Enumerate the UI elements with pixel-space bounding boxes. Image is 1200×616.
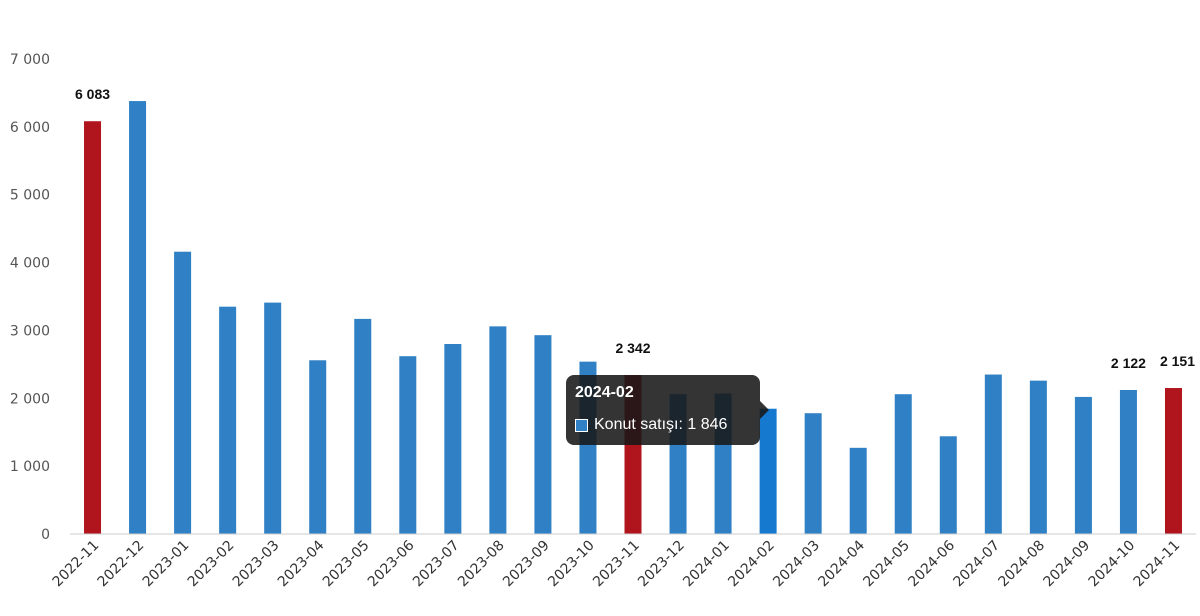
tooltip-row: Konut satışı: 1 846 — [575, 416, 727, 434]
tooltip: 2024-02 Konut satışı: 1 846 — [566, 375, 769, 445]
bar-2023-04[interactable] — [309, 360, 327, 534]
bar-2024-07[interactable] — [984, 374, 1002, 534]
tooltip-title: 2024-02 — [575, 384, 634, 401]
bar-2022-11[interactable] — [84, 121, 102, 534]
bar-2024-11[interactable] — [1164, 388, 1182, 534]
x-tick-label: 2024-09 — [1041, 538, 1094, 591]
x-tick-label: 2024-10 — [1086, 538, 1139, 591]
bar-2024-08[interactable] — [1029, 380, 1047, 534]
y-tick-label: 3 000 — [10, 323, 50, 339]
bar-2024-03[interactable] — [804, 413, 822, 534]
y-tick-label: 1 000 — [10, 459, 50, 475]
x-tick-label: 2023-03 — [230, 538, 283, 591]
y-tick-label: 7 000 — [10, 52, 50, 68]
x-tick-label: 2023-10 — [545, 538, 598, 591]
x-tick-label: 2022-11 — [50, 538, 103, 591]
y-axis: 0 1 000 2 000 3 000 4 000 5 000 6 000 7 000 — [10, 52, 50, 543]
x-tick-label: 2023-06 — [365, 537, 418, 590]
y-tick-label: 2 000 — [10, 391, 50, 407]
x-tick-label: 2023-05 — [320, 538, 373, 591]
x-tick-label: 2023-12 — [635, 538, 688, 591]
x-tick-label: 2023-02 — [185, 538, 238, 591]
bar-2024-06[interactable] — [939, 436, 957, 534]
x-tick-label: 2023-09 — [500, 538, 553, 591]
data-label-2024-10: 2 122 — [1111, 355, 1146, 371]
bar-2023-06[interactable] — [399, 356, 417, 534]
bar-2024-04[interactable] — [849, 447, 867, 534]
bar-2024-09[interactable] — [1074, 396, 1092, 534]
bar-2023-07[interactable] — [444, 344, 462, 534]
bar-2022-12[interactable] — [129, 101, 147, 535]
y-tick-label: 4 000 — [10, 256, 50, 272]
x-tick-label: 2024-04 — [815, 537, 868, 590]
bar-2023-05[interactable] — [354, 318, 372, 534]
bar-2024-10[interactable] — [1119, 390, 1137, 534]
bar-2023-09[interactable] — [534, 335, 552, 534]
x-tick-label: 2023-11 — [590, 538, 643, 591]
data-label-2022-11: 6 083 — [75, 86, 110, 102]
data-label-2024-11: 2 151 — [1160, 353, 1195, 369]
x-tick-label: 2022-12 — [95, 538, 148, 591]
tooltip-swatch — [575, 418, 588, 432]
bar-2024-05[interactable] — [894, 394, 912, 534]
data-labels: 6 083 2 342 2 122 2 151 — [75, 86, 1195, 371]
x-tick-label: 2024-06 — [905, 537, 958, 590]
x-tick-label: 2023-07 — [410, 538, 463, 591]
y-tick-label: 6 000 — [10, 120, 50, 136]
x-axis: 2022-112022-122023-012023-022023-032023-… — [50, 537, 1184, 590]
bar-2023-01[interactable] — [174, 251, 192, 534]
x-tick-label: 2024-11 — [1131, 538, 1184, 591]
x-tick-label: 2023-08 — [455, 538, 508, 591]
data-label-2023-11: 2 342 — [615, 340, 650, 356]
y-tick-label: 0 — [41, 527, 50, 543]
bar-2023-02[interactable] — [219, 306, 237, 534]
x-tick-label: 2024-01 — [680, 538, 733, 591]
x-tick-label: 2024-08 — [996, 538, 1049, 591]
x-tick-label: 2023-01 — [140, 538, 193, 591]
y-tick-label: 5 000 — [10, 188, 50, 204]
bars — [84, 101, 1182, 535]
tooltip-value: Konut satışı: 1 846 — [594, 416, 728, 433]
x-tick-label: 2024-02 — [725, 538, 778, 591]
bar-2023-03[interactable] — [264, 302, 282, 534]
x-tick-label: 2023-04 — [275, 537, 328, 590]
x-tick-label: 2024-05 — [860, 538, 913, 591]
x-tick-label: 2024-03 — [770, 538, 823, 591]
x-tick-label: 2024-07 — [950, 538, 1003, 591]
bar-2023-08[interactable] — [489, 326, 507, 534]
bar-2024-02[interactable] — [759, 408, 777, 534]
